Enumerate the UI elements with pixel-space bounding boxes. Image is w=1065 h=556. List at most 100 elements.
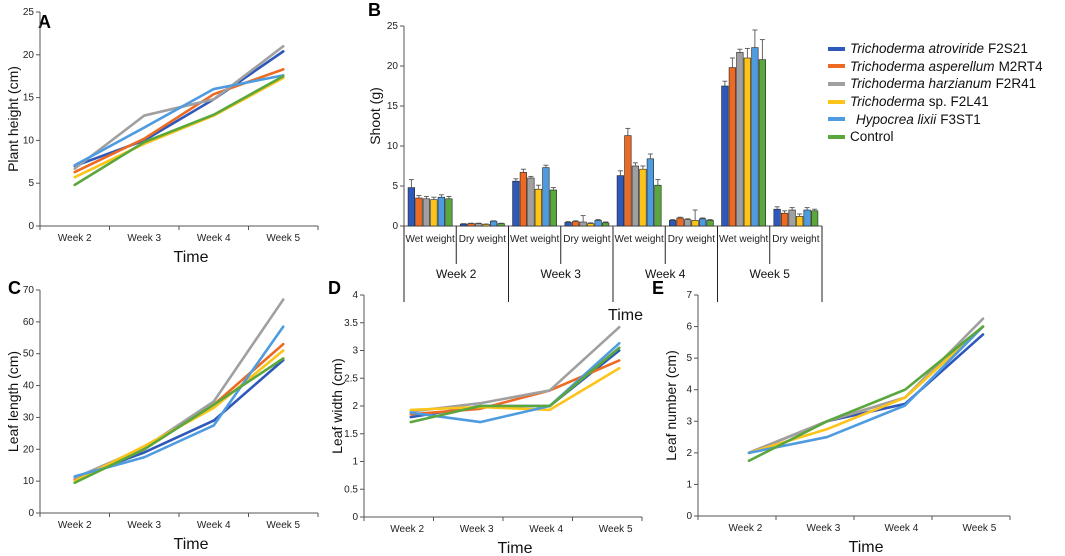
bar	[803, 209, 811, 227]
bar	[646, 158, 654, 227]
bar	[728, 67, 736, 227]
bar	[654, 184, 662, 227]
y-tick-label: 25	[23, 7, 35, 18]
series-line	[747, 325, 985, 455]
legend-item-asperellum: Trichoderma asperellum M2RT4	[828, 58, 1063, 76]
series-line	[73, 357, 285, 485]
y-tick-label: 20	[23, 444, 35, 455]
legend-swatch	[828, 134, 845, 139]
x-tick-label: Week 4	[885, 523, 919, 534]
group-label: Week 4	[645, 267, 686, 281]
bar	[572, 221, 580, 227]
series-line	[747, 325, 985, 463]
x-axis-label: Time	[608, 307, 643, 324]
y-tick-label: 2.5	[344, 373, 358, 384]
group-label: Week 2	[436, 267, 477, 281]
y-tick-label: 0	[686, 511, 692, 522]
bar	[475, 223, 483, 227]
x-tick-label: Week 4	[197, 233, 231, 244]
bar	[631, 165, 639, 227]
panel-D: D 0 0.5 1 1.5 2 2.5 3 3.5 4 Week 2 Week 3 Week 4 Week…	[328, 278, 643, 556]
bar	[706, 220, 714, 227]
y-tick-label: 15	[387, 101, 399, 112]
bar	[602, 222, 610, 227]
bar	[564, 222, 572, 227]
legend-swatch	[828, 99, 845, 104]
y-tick-label: 5	[686, 353, 692, 364]
x-tick-label: Week 3	[127, 233, 161, 244]
y-tick-label: 1.5	[344, 429, 358, 440]
y-tick-label: 4	[686, 385, 692, 396]
bar	[811, 210, 819, 227]
x-tick-label: Week 2	[729, 523, 763, 534]
bar	[430, 199, 438, 227]
y-tick-label: 25	[387, 21, 399, 32]
y-tick-label: 3	[352, 346, 358, 357]
y-tick-label: 0	[28, 508, 34, 519]
bar	[639, 168, 647, 227]
bar	[579, 221, 587, 227]
x-tick-label: Week 3	[127, 520, 161, 531]
legend-strain: F2R41	[995, 76, 1037, 92]
series-line	[73, 50, 285, 168]
series-line	[747, 317, 985, 455]
y-tick-label: 60	[23, 317, 35, 328]
y-tick-label: 0	[352, 512, 358, 523]
legend-item-control: Control	[828, 128, 1063, 146]
bar	[676, 217, 684, 227]
panel-label: D	[328, 278, 341, 298]
subcategory-label: Wet weight	[614, 234, 664, 245]
y-tick-label: 50	[23, 349, 35, 360]
bar	[699, 218, 707, 227]
subcategory-label: Dry weight	[772, 234, 819, 245]
subcategory-label: Wet weight	[719, 234, 769, 245]
legend: Trichoderma atroviride F2S21 Trichoderma…	[828, 40, 1063, 146]
bar	[758, 59, 766, 227]
x-tick-label: Week 5	[963, 523, 997, 534]
x-tick-label: Week 2	[58, 520, 92, 531]
y-tick-label: 5	[392, 181, 398, 192]
legend-swatch	[828, 117, 845, 122]
series-line	[73, 342, 285, 481]
legend-item-lixii: Hypocrea lixii F3ST1	[828, 110, 1063, 128]
bar	[542, 167, 550, 227]
legend-species: Trichoderma	[850, 94, 925, 110]
y-axis-label: Leaf width (cm)	[329, 358, 345, 454]
bar	[490, 220, 498, 227]
bar	[669, 220, 677, 227]
bar	[788, 209, 796, 227]
panel-label: E	[652, 278, 664, 298]
subcategory-label: Wet weight	[405, 234, 455, 245]
x-axis-label: Time	[498, 540, 533, 556]
x-tick-label: Week 3	[460, 524, 494, 535]
series-line	[73, 325, 285, 478]
y-tick-label: 7	[686, 290, 692, 301]
bar	[519, 172, 527, 227]
bar	[691, 220, 699, 227]
bar	[796, 216, 804, 227]
series-line	[409, 366, 621, 412]
y-tick-label: 2	[352, 401, 358, 412]
y-tick-label: 10	[23, 135, 35, 146]
x-axis-label: Time	[174, 536, 209, 553]
legend-strain: M2RT4	[998, 58, 1043, 74]
x-tick-label: Week 3	[807, 523, 841, 534]
legend-item-harzianum: Trichoderma harzianum F2R41	[828, 75, 1063, 93]
y-tick-label: 10	[387, 141, 399, 152]
subcategory-label: Dry weight	[563, 234, 610, 245]
bar	[415, 197, 423, 227]
bar	[781, 212, 789, 227]
legend-species: Trichoderma atroviride	[850, 41, 985, 57]
subcategory-label: Dry weight	[459, 234, 506, 245]
y-tick-label: 3.5	[344, 318, 358, 329]
y-tick-label: 10	[23, 476, 35, 487]
bar	[422, 198, 430, 227]
legend-strain: Control	[850, 129, 894, 145]
bar	[460, 223, 468, 227]
panel-E: E 0 1 2 3 4 5 6 7 Week 2 Week 3 Week 4 Week 5 Time Lea…	[652, 278, 1011, 556]
subcategory-label: Dry weight	[668, 234, 715, 245]
x-tick-label: Week 4	[197, 520, 231, 531]
panel-A: A 0 5 10 15 20 25 Week 2 Week 3 Week 4 Week 5 Time P…	[5, 7, 319, 266]
y-tick-label: 20	[387, 61, 399, 72]
